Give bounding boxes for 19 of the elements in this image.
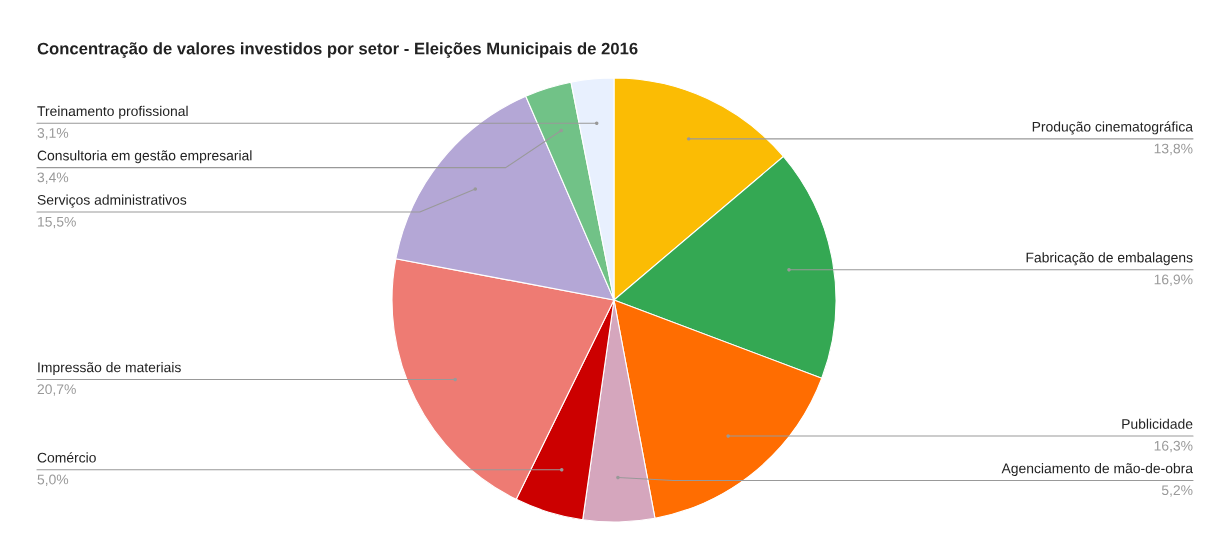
data-label: 5,2%: [1161, 485, 1193, 497]
slice-label: Produção cinematográfica: [1032, 121, 1194, 135]
slice-label: Treinamento profissional: [37, 105, 188, 119]
data-label: 16,9%: [1154, 274, 1193, 286]
slice-label: Consultoria em gestão empresarial: [37, 150, 252, 164]
data-label: 13,8%: [1154, 143, 1193, 156]
chart-title: Concentração de valores investidos por setor - Eleições Municipais de 2016: [37, 42, 638, 58]
data-label: 3,1%: [37, 128, 69, 140]
data-label: 3,4%: [37, 172, 69, 184]
data-label: 16,3%: [1154, 440, 1193, 453]
slice-label: Serviços administrativos: [37, 194, 187, 208]
data-label: 15,5%: [38, 216, 76, 229]
data-label: 5,0%: [37, 474, 69, 487]
slice-label: Publicidade: [1122, 418, 1193, 429]
slice-label: Impressão de materiais: [38, 362, 181, 376]
data-label: 20,7%: [37, 384, 76, 396]
slice-label: Agenciamento de mão-de-obra: [1001, 463, 1194, 477]
slice-label: Comércio: [37, 452, 96, 463]
slice-label: Fabricação de embalagens: [1026, 252, 1193, 266]
